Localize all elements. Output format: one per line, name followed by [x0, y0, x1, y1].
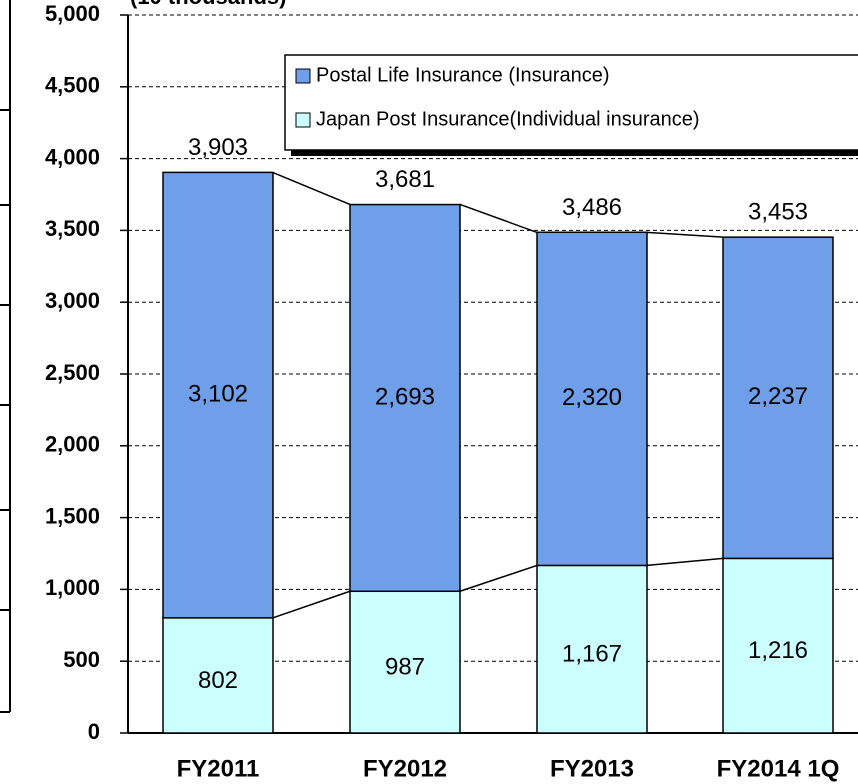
total-label: 3,453: [748, 198, 808, 225]
x-tick-label: FY2012: [363, 755, 447, 782]
y-tick-label: 0: [88, 719, 100, 744]
bar-segment: [722, 557, 834, 734]
y-axis-label: (10 thousands): [130, 0, 286, 9]
y-tick-label: 2,000: [45, 432, 100, 457]
bar-value-label: 802: [198, 667, 238, 694]
bar-segment: [349, 203, 461, 593]
y-tick-label: 3,000: [45, 288, 100, 313]
legend-swatch: [295, 68, 311, 84]
y-tick-label: 500: [63, 647, 100, 672]
connector-line: [459, 564, 538, 592]
x-tick-label: FY2011: [177, 755, 260, 782]
total-label: 3,486: [562, 194, 622, 221]
legend: Postal Life Insurance (Insurance) Japan P…: [284, 54, 858, 156]
bar-segment: [162, 171, 274, 619]
bar-segment: [722, 236, 834, 560]
bar-value-label: 987: [385, 653, 425, 680]
y-tick-label: 3,500: [45, 216, 100, 241]
bar-segment: [162, 617, 274, 734]
x-tick-label: FY2013: [550, 755, 634, 782]
x-tick-label: FY2014 1Q: [717, 755, 840, 782]
total-connector-line: [646, 231, 724, 238]
total-connector-line: [272, 171, 351, 206]
y-tick-label: 1,500: [45, 503, 100, 528]
legend-box: [284, 54, 858, 151]
total-label: 3,681: [375, 166, 435, 193]
bar-segment: [536, 231, 648, 567]
bar-value-label: 2,237: [748, 383, 808, 410]
connector-line: [646, 557, 724, 567]
legend-label: Postal Life Insurance (Insurance): [316, 64, 610, 86]
bar-value-label: 1,216: [748, 637, 808, 664]
y-tick-label: 4,000: [45, 144, 100, 169]
legend-label: Japan Post Insurance(Individual insuranc…: [316, 108, 700, 130]
bar-value-label: 2,320: [562, 384, 622, 411]
left-fragment: [0, 0, 11, 713]
bar-segment: [536, 564, 648, 734]
bar-value-label: 2,693: [375, 383, 435, 410]
total-label: 3,903: [188, 134, 248, 161]
bar-value-label: 1,167: [562, 641, 622, 668]
y-tick-label: 1,000: [45, 575, 100, 600]
legend-swatch: [295, 112, 311, 128]
y-tick-label: 2,500: [45, 360, 100, 385]
y-tick-label: 5,000: [45, 1, 100, 26]
bar-segment: [349, 590, 461, 734]
y-tick-label: 4,500: [45, 73, 100, 98]
bar-value-label: 3,102: [188, 380, 248, 407]
connector-line: [272, 590, 351, 619]
total-connector-line: [459, 203, 538, 234]
